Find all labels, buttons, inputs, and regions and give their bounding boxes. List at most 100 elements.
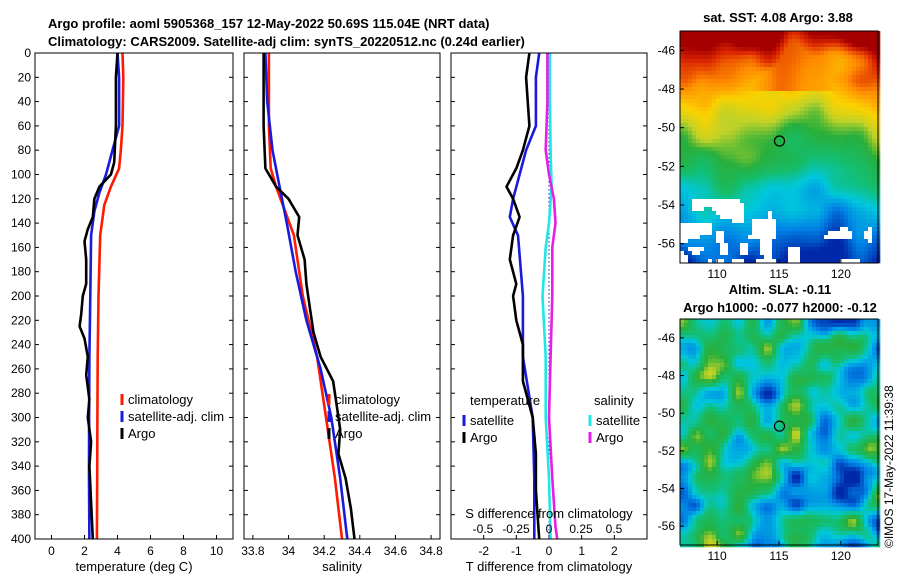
- heatmap-cell: [808, 195, 813, 200]
- heatmap-cell: [848, 383, 853, 388]
- heatmap-cell: [724, 75, 729, 80]
- heatmap-cell: [756, 427, 761, 432]
- heatmap-cell: [752, 395, 757, 400]
- heatmap-cell: [792, 375, 797, 380]
- heatmap-cell: [812, 247, 817, 252]
- heatmap-cell: [744, 159, 749, 164]
- heatmap-cell: [684, 415, 689, 420]
- heatmap-cell: [732, 43, 737, 48]
- heatmap-cell: [816, 383, 821, 388]
- heatmap-cell: [828, 431, 833, 436]
- heatmap-cell: [744, 363, 749, 368]
- heatmap-cell: [784, 111, 789, 116]
- heatmap-cell: [716, 159, 721, 164]
- heatmap-cell: [816, 335, 821, 340]
- heatmap-cell: [740, 375, 745, 380]
- heatmap-cell: [776, 447, 781, 452]
- heatmap-cell: [868, 111, 873, 116]
- heatmap-cell: [796, 223, 801, 228]
- heatmap-cell: [852, 151, 857, 156]
- heatmap-cell: [784, 387, 789, 392]
- heatmap-cell: [804, 55, 809, 60]
- heatmap-cell: [832, 63, 837, 68]
- heatmap-cell: [696, 143, 701, 148]
- heatmap-cell: [724, 339, 729, 344]
- heatmap-cell: [800, 195, 805, 200]
- heatmap-cell: [860, 75, 865, 80]
- heatmap-cell: [684, 199, 689, 204]
- t-difference-axis-ticks: -2 -1 0 1 2: [478, 535, 618, 558]
- heatmap-cell: [712, 231, 717, 236]
- heatmap-cell: [856, 175, 861, 180]
- heatmap-cell: [752, 375, 757, 380]
- heatmap-cell: [832, 159, 837, 164]
- heatmap-cell: [780, 231, 785, 236]
- heatmap-cell: [756, 51, 761, 56]
- heatmap-cell: [756, 363, 761, 368]
- heatmap-cell: [776, 339, 781, 344]
- heatmap-cell: [784, 247, 789, 252]
- heatmap-cell: [748, 187, 753, 192]
- heatmap-cell: [688, 187, 693, 192]
- heatmap-cell: [840, 255, 845, 260]
- heatmap-cell: [872, 203, 877, 208]
- heatmap-cell: [752, 223, 757, 228]
- heatmap-cell: [708, 339, 713, 344]
- heatmap-cell: [800, 247, 805, 252]
- heatmap-cell: [852, 407, 857, 412]
- heatmap-cell: [872, 347, 877, 352]
- heatmap-cell: [868, 51, 873, 56]
- heatmap-cell: [724, 411, 729, 416]
- heatmap-cell: [848, 155, 853, 160]
- heatmap-cell: [832, 327, 837, 332]
- heatmap-cell: [684, 367, 689, 372]
- heatmap-cell: [772, 107, 777, 112]
- heatmap-cell: [776, 387, 781, 392]
- heatmap-cell: [764, 119, 769, 124]
- heatmap-cell: [788, 103, 793, 108]
- heatmap-cell: [772, 339, 777, 344]
- heatmap-cell: [692, 147, 697, 152]
- heatmap-cell: [764, 447, 769, 452]
- heatmap-cell: [692, 327, 697, 332]
- heatmap-cell: [684, 379, 689, 384]
- heatmap-cell: [864, 195, 869, 200]
- heatmap-cell: [744, 195, 749, 200]
- heatmap-cell: [756, 255, 761, 260]
- heatmap-cell: [836, 411, 841, 416]
- heatmap-cell: [852, 75, 857, 80]
- heatmap-cell: [836, 423, 841, 428]
- heatmap-cell: [748, 327, 753, 332]
- heatmap-cell: [720, 347, 725, 352]
- heatmap-cell: [764, 219, 769, 224]
- heatmap-cell: [760, 131, 765, 136]
- heatmap-cell: [816, 227, 821, 232]
- heatmap-cell: [732, 47, 737, 52]
- heatmap-cell: [856, 195, 861, 200]
- heatmap-cell: [732, 155, 737, 160]
- heatmap-cell: [844, 231, 849, 236]
- heatmap-cell: [816, 207, 821, 212]
- heatmap-cell: [712, 335, 717, 340]
- heatmap-cell: [804, 391, 809, 396]
- heatmap-cell: [872, 423, 877, 428]
- heatmap-cell: [804, 375, 809, 380]
- heatmap-cell: [848, 71, 853, 76]
- heatmap-cell: [816, 259, 821, 264]
- heatmap-cell: [720, 39, 725, 44]
- heatmap-cell: [764, 411, 769, 416]
- heatmap-cell: [836, 451, 841, 456]
- heatmap-cell: [728, 63, 733, 68]
- heatmap-cell: [752, 43, 757, 48]
- heatmap-cell: [688, 167, 693, 172]
- heatmap-cell: [804, 407, 809, 412]
- heatmap-cell: [692, 231, 697, 236]
- heatmap-cell: [756, 155, 761, 160]
- heatmap-cell: [732, 451, 737, 456]
- heatmap-cell: [832, 251, 837, 256]
- heatmap-cell: [700, 255, 705, 260]
- heatmap-cell: [824, 399, 829, 404]
- heatmap-cell: [684, 183, 689, 188]
- heatmap-cell: [816, 219, 821, 224]
- heatmap-cell: [840, 215, 845, 220]
